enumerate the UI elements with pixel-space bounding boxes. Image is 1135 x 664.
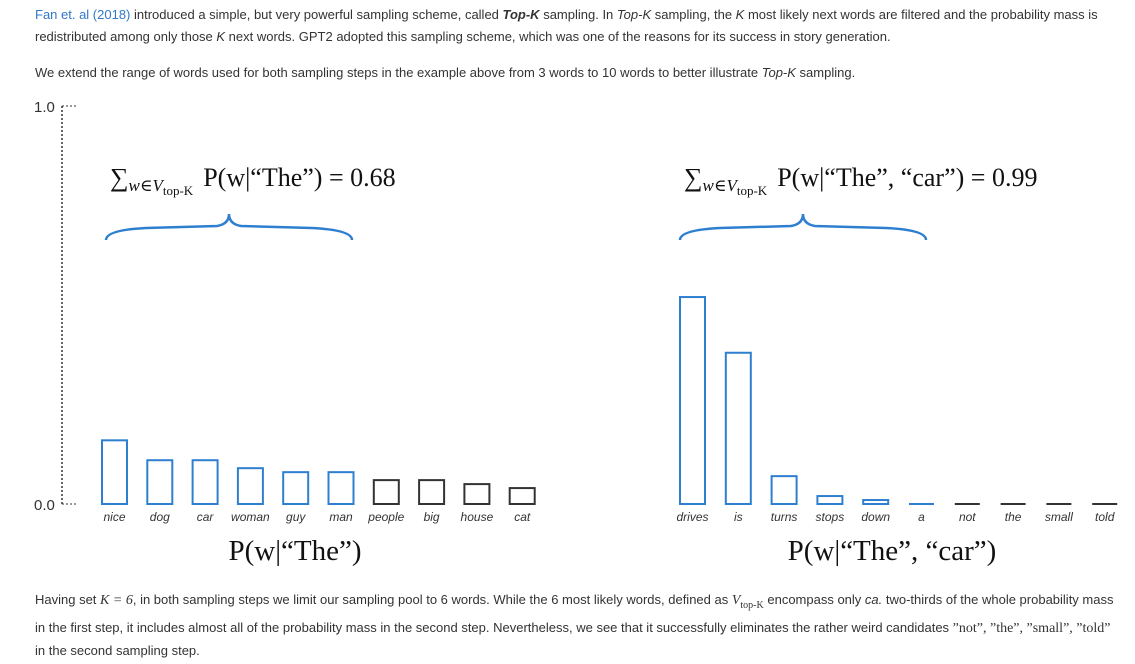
category-label: stops: [816, 510, 845, 524]
fan-2018-link[interactable]: Fan et. al (2018): [35, 7, 131, 22]
category-label: house: [461, 510, 494, 524]
category-label: dog: [150, 510, 170, 524]
y-tick-label: 0.0: [34, 497, 55, 514]
category-label: the: [1005, 510, 1022, 524]
bar: [463, 483, 491, 506]
category-label: cat: [514, 510, 531, 524]
bar: [862, 499, 890, 505]
bar: [101, 439, 128, 506]
category-label: big: [424, 510, 440, 524]
top-k-chart: 1.0 0.0 nice dog car woman guy man people big hous…: [34, 99, 1118, 567]
weird-candidates: ”not”, ”the”, ”small”, ”told”: [952, 620, 1111, 636]
category-label: woman: [231, 510, 270, 524]
category-label: guy: [286, 510, 306, 524]
category-label: nice: [103, 510, 125, 524]
category-label: man: [329, 510, 353, 524]
bar: [372, 479, 400, 505]
category-label: people: [367, 510, 404, 524]
bar: [418, 479, 446, 505]
bar: [282, 471, 310, 506]
category-label: not: [959, 510, 976, 524]
bar: [724, 351, 752, 506]
bar: [191, 459, 219, 505]
outro-paragraph: Having set K = 6, in both sampling steps…: [35, 592, 1114, 658]
bar: [236, 467, 264, 505]
brace: [104, 213, 354, 241]
bar: [327, 471, 355, 506]
category-label: is: [734, 510, 743, 524]
x-axis-label: P(w|“The”): [228, 535, 361, 567]
bar: [146, 459, 174, 505]
brace: [678, 213, 928, 241]
category-label: car: [197, 510, 215, 524]
category-label: told: [1095, 510, 1115, 524]
category-label: drives: [676, 510, 708, 524]
category-label: a: [918, 510, 925, 524]
intro-paragraph: Fan et. al (2018) introduced a simple, b…: [35, 7, 1098, 44]
y-tick-label: 1.0: [34, 99, 55, 116]
x-axis-label: P(w|“The”, “car”): [788, 535, 997, 567]
top-k-term: Top-K: [502, 7, 540, 22]
sum-formula: ∑w∈Vtop-K P(w|“The”) = 0.68: [110, 163, 396, 198]
extend-paragraph: We extend the range of words used for bo…: [35, 65, 856, 80]
bar: [770, 475, 798, 506]
bar: [816, 495, 844, 506]
category-label: small: [1045, 510, 1073, 524]
v-top-k: Vtop-K: [731, 593, 764, 611]
k-equation: K = 6: [100, 593, 133, 608]
bar: [679, 296, 706, 506]
bar: [508, 487, 536, 505]
sum-formula: ∑w∈Vtop-K P(w|“The”, “car”) = 0.99: [684, 163, 1037, 198]
category-label: down: [861, 510, 890, 524]
category-label: turns: [771, 510, 798, 524]
